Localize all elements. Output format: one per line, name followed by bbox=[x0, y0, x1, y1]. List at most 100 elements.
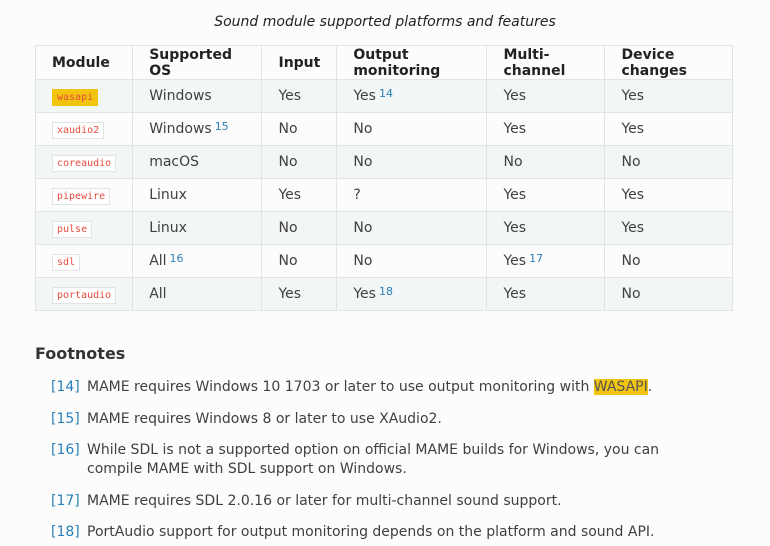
cell-multi: Yes bbox=[486, 79, 606, 113]
footnote-ref-link[interactable]: [18] bbox=[51, 524, 80, 540]
module-code: wasapi bbox=[52, 89, 99, 106]
cell-value: No bbox=[353, 121, 373, 137]
cell-device: No bbox=[604, 145, 733, 179]
cell-value: Yes bbox=[503, 88, 527, 104]
column-header: Input bbox=[261, 45, 338, 80]
cell-output: ? bbox=[336, 178, 488, 212]
cell-input: Yes bbox=[261, 79, 338, 113]
column-header: Output monitoring bbox=[336, 45, 488, 80]
column-header: Module bbox=[34, 45, 134, 80]
cell-value: Yes bbox=[353, 88, 376, 104]
cell-value: Yes bbox=[278, 187, 302, 203]
cell-input: No bbox=[261, 244, 338, 278]
cell-module: pulse bbox=[34, 211, 134, 245]
cell-value: Yes bbox=[278, 88, 302, 104]
cell-value: Yes bbox=[503, 286, 527, 302]
cell-multi: Yes bbox=[486, 112, 606, 146]
cell-value: All bbox=[149, 253, 167, 269]
cell-value: No bbox=[621, 154, 641, 170]
column-header: Supported OS bbox=[132, 45, 263, 80]
cell-os: Linux bbox=[132, 211, 263, 245]
cell-output: Yes 18 bbox=[336, 277, 488, 311]
cell-module: sdl bbox=[34, 244, 134, 278]
table-caption: Sound module supported platforms and fea… bbox=[214, 14, 556, 30]
cell-value: macOS bbox=[149, 154, 200, 170]
cell-device: Yes bbox=[604, 79, 733, 113]
footnote-text: MAME requires Windows 8 or later to use … bbox=[87, 410, 717, 429]
cell-multi: Yes bbox=[486, 211, 606, 245]
cell-value: Windows bbox=[149, 121, 212, 137]
cell-os: Windows 15 bbox=[132, 112, 263, 146]
footnote-text: MAME requires SDL 2.0.16 or later for mu… bbox=[87, 492, 717, 511]
cell-multi: Yes bbox=[486, 277, 606, 311]
cell-module: xaudio2 bbox=[34, 112, 134, 146]
cell-multi: No bbox=[486, 145, 606, 179]
cell-value: No bbox=[353, 253, 373, 269]
cell-output: No bbox=[336, 244, 488, 278]
cell-value: Yes bbox=[503, 121, 527, 137]
table-row: sdl All 16 No No Yes 17 No bbox=[34, 244, 733, 278]
cell-value: All bbox=[149, 286, 167, 302]
footnote-text-body: MAME requires Windows 8 or later to use … bbox=[87, 411, 442, 427]
footnote-text-body: MAME requires Windows 10 1703 or later t… bbox=[87, 379, 594, 395]
cell-value: Yes bbox=[353, 286, 376, 302]
cell-value: No bbox=[621, 286, 641, 302]
footnote-text-body: PortAudio support for output monitoring … bbox=[87, 524, 655, 540]
cell-os: Windows bbox=[132, 79, 263, 113]
cell-value: No bbox=[278, 154, 298, 170]
cell-module: coreaudio bbox=[34, 145, 134, 179]
cell-device: No bbox=[604, 244, 733, 278]
cell-value: Yes bbox=[278, 286, 302, 302]
footnote-text: PortAudio support for output monitoring … bbox=[87, 523, 717, 542]
footnote-text-body: While SDL is not a supported option on o… bbox=[87, 442, 660, 477]
cell-input: No bbox=[261, 211, 338, 245]
footnote-link[interactable]: 16 bbox=[169, 252, 184, 265]
cell-value: No bbox=[503, 154, 523, 170]
cell-input: No bbox=[261, 145, 338, 179]
cell-device: No bbox=[604, 277, 733, 311]
cell-os: All bbox=[132, 277, 263, 311]
table-header-row: Module Supported OS Input Output monitor… bbox=[34, 45, 733, 80]
table-row: portaudio All Yes Yes 18 Yes No bbox=[34, 277, 733, 311]
footnote-ref-link[interactable]: [16] bbox=[51, 442, 80, 458]
footnote-ref-link[interactable]: [14] bbox=[51, 379, 80, 395]
highlighted-term: WASAPI bbox=[593, 379, 648, 395]
cell-value: No bbox=[353, 220, 373, 236]
cell-value: Linux bbox=[149, 220, 187, 236]
footnote-text-tail: . bbox=[647, 379, 653, 395]
table-row: pipewire Linux Yes? Yes Yes bbox=[34, 178, 733, 212]
module-code: pulse bbox=[52, 221, 93, 238]
cell-value: No bbox=[621, 253, 641, 269]
sound-module-table: Module Supported OS Input Output monitor… bbox=[34, 45, 733, 311]
footnote-link[interactable]: 15 bbox=[214, 120, 229, 133]
cell-value: ? bbox=[353, 187, 361, 203]
cell-os: macOS bbox=[132, 145, 263, 179]
footnotes-heading: Footnotes bbox=[35, 344, 126, 363]
cell-output: No bbox=[336, 112, 488, 146]
cell-value: No bbox=[278, 121, 298, 137]
module-code: portaudio bbox=[52, 287, 117, 304]
column-header: Device changes bbox=[604, 45, 733, 80]
footnote-link[interactable]: 14 bbox=[378, 87, 393, 100]
cell-value: Windows bbox=[149, 88, 212, 104]
module-code: sdl bbox=[52, 254, 81, 271]
cell-value: Yes bbox=[503, 220, 527, 236]
cell-multi: Yes 17 bbox=[486, 244, 606, 278]
cell-input: Yes bbox=[261, 277, 338, 311]
table-row: coreaudio macOS No No No No bbox=[34, 145, 733, 179]
cell-value: Yes bbox=[621, 220, 645, 236]
footnote-link[interactable]: 18 bbox=[378, 285, 393, 298]
module-code: coreaudio bbox=[52, 155, 117, 172]
cell-value: No bbox=[353, 154, 373, 170]
cell-value: Yes bbox=[503, 187, 527, 203]
footnote-ref-link[interactable]: [17] bbox=[51, 493, 80, 509]
cell-value: Linux bbox=[149, 187, 187, 203]
cell-os: All 16 bbox=[132, 244, 263, 278]
footnote-text: MAME requires Windows 10 1703 or later t… bbox=[87, 378, 717, 397]
cell-value: Yes bbox=[621, 187, 645, 203]
footnote-link[interactable]: 17 bbox=[529, 252, 544, 265]
cell-output: Yes 14 bbox=[336, 79, 488, 113]
footnote-ref-link[interactable]: [15] bbox=[51, 411, 80, 427]
column-header: Multi-channel bbox=[486, 45, 606, 80]
cell-output: No bbox=[336, 211, 488, 245]
